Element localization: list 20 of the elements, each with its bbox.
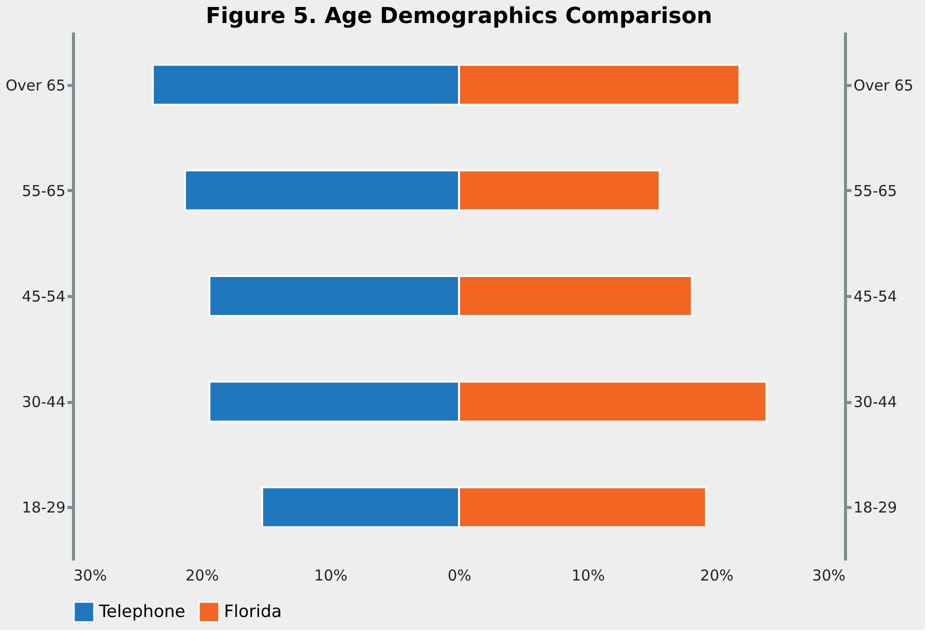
- y2-tick-label: 30-44: [854, 393, 898, 412]
- y2-tick-label: 45-54: [854, 288, 898, 306]
- x-tick-label: 30%: [74, 566, 107, 584]
- y2-tick-label: 55-65: [854, 182, 898, 200]
- y-tick-label: 45-54: [22, 288, 66, 306]
- y-tick-label: 55-65: [22, 182, 66, 200]
- y-tick-label: Over 65: [6, 76, 66, 94]
- y2-tick-label: 18-29: [854, 498, 898, 517]
- x-tick-label: 20%: [700, 566, 734, 584]
- legend-label: Florida: [224, 602, 282, 622]
- x-tick-label: 20%: [185, 566, 219, 584]
- y-tick-label: 30-44: [22, 393, 66, 412]
- x-tick-label: 30%: [812, 566, 846, 584]
- x-tick-label: 10%: [314, 566, 348, 584]
- y2-tick-label: Over 65: [854, 76, 914, 94]
- y-tick-label: 18-29: [22, 498, 66, 517]
- chart-title: Figure 5. Age Demographics Comparison: [206, 4, 712, 29]
- legend-label: Telephone: [98, 602, 186, 622]
- x-tick-label: 10%: [571, 566, 605, 584]
- x-tick-label: 0%: [448, 566, 472, 584]
